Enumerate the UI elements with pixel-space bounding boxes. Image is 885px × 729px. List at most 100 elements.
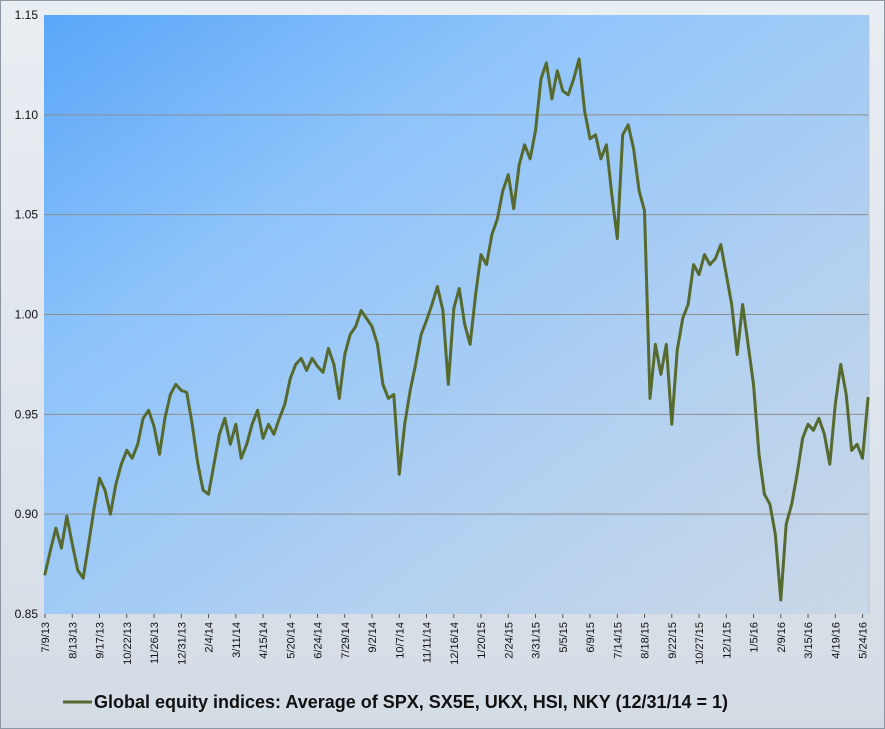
data-point [278, 417, 281, 420]
data-point [741, 303, 744, 306]
x-axis-ticks: 7/9/13 8/13/13 9/17/13 10/22/13 11/26/13 12/3… [40, 614, 870, 665]
data-point [92, 507, 96, 510]
data-point [409, 389, 412, 392]
data-point [708, 263, 712, 266]
data-point [468, 343, 472, 346]
data-point [54, 526, 58, 530]
data-point [392, 393, 395, 396]
data-point [736, 353, 739, 356]
data-point [539, 77, 543, 81]
data-point [321, 371, 325, 374]
data-point [163, 417, 167, 420]
x-tick-label: 7/9/13 [40, 622, 52, 653]
data-point [174, 383, 177, 386]
data-point [752, 383, 755, 386]
data-point [425, 319, 428, 322]
data-point [349, 333, 352, 336]
data-point [545, 61, 548, 65]
data-point [703, 253, 706, 256]
data-point [76, 568, 79, 572]
x-tick-label: 10/22/13 [122, 622, 134, 665]
y-tick-label: 1.15 [15, 8, 39, 22]
data-point [229, 443, 232, 446]
data-point [65, 515, 69, 518]
y-tick-label: 1.00 [15, 308, 39, 322]
data-point [272, 433, 276, 436]
data-point [692, 263, 695, 266]
x-tick-label: 2/9/16 [776, 622, 788, 653]
data-point [234, 423, 237, 426]
x-tick-label: 11/11/14 [422, 622, 434, 663]
x-tick-label: 7/14/15 [612, 622, 624, 659]
data-point [817, 417, 821, 420]
data-point [256, 409, 259, 412]
data-point [201, 489, 205, 492]
y-tick-label: 0.90 [15, 507, 39, 521]
x-tick-label: 9/2/14 [367, 622, 379, 653]
data-point [725, 273, 728, 276]
data-point [676, 349, 679, 352]
x-tick-label: 9/17/13 [95, 622, 107, 659]
y-tick-label: 1.10 [15, 108, 39, 122]
data-point [283, 403, 286, 406]
data-point [616, 237, 619, 240]
data-point [610, 193, 613, 196]
data-point [419, 333, 423, 336]
data-point [300, 357, 303, 360]
data-point [686, 303, 690, 306]
data-point [441, 309, 445, 312]
data-point [365, 317, 368, 320]
data-point [240, 457, 243, 460]
x-tick-label: 1/5/16 [749, 622, 761, 653]
x-tick-label: 8/18/15 [640, 622, 652, 659]
data-point [550, 97, 554, 101]
data-point [518, 163, 521, 166]
data-point [387, 397, 390, 400]
data-point [572, 77, 575, 81]
data-point [812, 429, 815, 432]
x-tick-label: 5/20/14 [285, 622, 297, 659]
data-point [528, 157, 532, 160]
data-point [637, 189, 641, 192]
data-point [507, 173, 510, 176]
data-point [806, 423, 810, 426]
data-point [785, 522, 788, 526]
x-tick-label: 7/29/14 [340, 622, 352, 659]
y-tick-label: 0.95 [15, 407, 39, 421]
data-point [447, 383, 450, 386]
data-point [801, 437, 804, 440]
data-point [839, 363, 842, 366]
data-point [212, 463, 216, 466]
x-tick-label: 1/20/15 [476, 622, 488, 659]
data-point [289, 377, 292, 380]
data-point [131, 457, 134, 460]
data-point [114, 483, 118, 486]
data-point [430, 303, 434, 306]
data-point [223, 417, 227, 420]
data-point [125, 449, 128, 452]
data-point [670, 423, 673, 426]
data-point [414, 363, 417, 366]
data-point [60, 546, 63, 550]
data-point [501, 189, 504, 192]
data-point [310, 357, 314, 360]
data-point [87, 542, 90, 546]
data-point [261, 437, 265, 440]
data-point [332, 363, 336, 366]
x-tick-label: 4/15/14 [258, 622, 270, 659]
legend-label: Global equity indices: Average of SPX, S… [94, 692, 728, 712]
data-point [359, 309, 363, 312]
x-tick-label: 12/31/13 [176, 622, 188, 665]
data-point [218, 433, 221, 436]
x-tick-label: 2/24/15 [503, 622, 515, 659]
x-tick-label: 10/7/14 [394, 622, 406, 659]
data-point [343, 353, 346, 356]
data-point [577, 57, 581, 61]
y-tick-label: 1.05 [15, 208, 39, 222]
x-tick-label: 2/4/14 [204, 622, 216, 653]
data-point [305, 369, 308, 372]
x-tick-label: 11/26/13 [149, 622, 161, 664]
data-point [659, 373, 663, 376]
data-point [474, 293, 477, 296]
